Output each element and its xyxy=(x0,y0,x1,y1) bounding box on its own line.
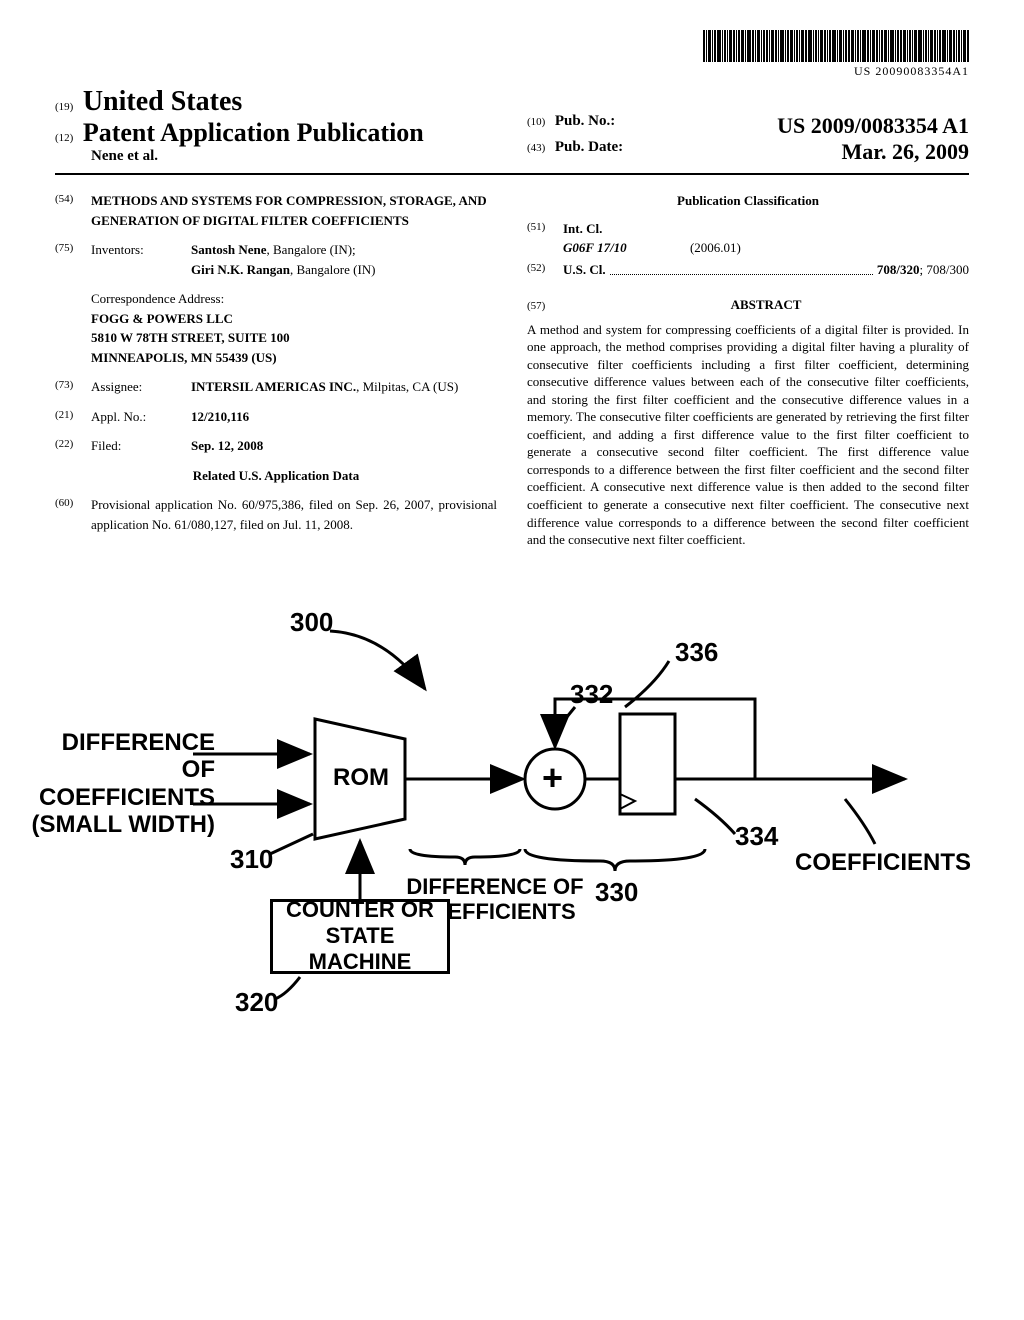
code-22: (22) xyxy=(55,436,91,456)
invention-title: METHODS AND SYSTEMS FOR COMPRESSION, STO… xyxy=(91,191,497,230)
label-rom: ROM xyxy=(333,764,389,792)
code-19: (19) xyxy=(55,101,73,113)
authors: Nene et al. xyxy=(91,148,497,165)
bibliographic-data: (54) METHODS AND SYSTEMS FOR COMPRESSION… xyxy=(55,191,969,549)
adder-plus: + xyxy=(542,757,563,799)
provisional-text: Provisional application No. 60/975,386, … xyxy=(91,495,497,534)
pub-date-label: Pub. Date: xyxy=(555,139,623,155)
ref-320: 320 xyxy=(235,987,278,1018)
inventors-label: Inventors: xyxy=(91,240,191,279)
applno-label: Appl. No.: xyxy=(91,407,191,427)
code-73: (73) xyxy=(55,377,91,397)
ref-330: 330 xyxy=(595,877,638,908)
barcode-region: US 20090083354A1 xyxy=(55,30,969,80)
inventor-1-loc: , Bangalore (IN); xyxy=(267,242,356,257)
code-57: (57) xyxy=(527,298,563,315)
barcode-number: US 20090083354A1 xyxy=(703,64,969,79)
ref-336: 336 xyxy=(675,637,718,668)
country-name: United States xyxy=(83,86,242,117)
correspondence-name: FOGG & POWERS LLC xyxy=(91,309,497,329)
pub-class-header: Publication Classification xyxy=(527,191,969,211)
code-52: (52) xyxy=(527,260,563,280)
intcl-label: Int. Cl. xyxy=(563,221,602,236)
abstract-text: A method and system for compressing coef… xyxy=(527,321,969,549)
ref-300: 300 xyxy=(290,607,333,638)
correspondence-address: Correspondence Address: FOGG & POWERS LL… xyxy=(91,289,497,367)
code-51: (51) xyxy=(527,219,563,258)
publication-type: Patent Application Publication xyxy=(83,118,424,147)
ref-334: 334 xyxy=(735,821,778,852)
applno-value: 12/210,116 xyxy=(191,407,497,427)
correspondence-city: MINNEAPOLIS, MN 55439 (US) xyxy=(91,348,497,368)
filed-label: Filed: xyxy=(91,436,191,456)
intcl-class: G06F 17/10 xyxy=(563,240,627,255)
label-difference-input: DIFFERENCE OF COEFFICIENTS (SMALL WIDTH) xyxy=(25,729,215,839)
inventor-2-name: Giri N.K. Rangan xyxy=(191,262,290,277)
pub-no-value: US 2009/0083354 A1 xyxy=(777,113,969,139)
abstract-header: ABSTRACT xyxy=(563,295,969,315)
document-header: (19) United States (12) Patent Applicati… xyxy=(55,86,969,175)
uscl-label: U.S. Cl. xyxy=(563,260,606,280)
assignee-loc: , Milpitas, CA (US) xyxy=(356,379,458,394)
correspondence-label: Correspondence Address: xyxy=(91,289,497,309)
code-60: (60) xyxy=(55,495,91,534)
correspondence-street: 5810 W 78TH STREET, SUITE 100 xyxy=(91,328,497,348)
left-column: (54) METHODS AND SYSTEMS FOR COMPRESSION… xyxy=(55,191,497,549)
uscl-value2: ; 708/300 xyxy=(920,260,969,280)
intcl-date: (2006.01) xyxy=(690,240,741,255)
right-column: Publication Classification (51) Int. Cl.… xyxy=(527,191,969,549)
code-10: (10) xyxy=(527,116,545,128)
filed-value: Sep. 12, 2008 xyxy=(191,436,497,456)
inventor-1-name: Santosh Nene xyxy=(191,242,267,257)
barcode: US 20090083354A1 xyxy=(703,30,969,79)
ref-310: 310 xyxy=(230,844,273,875)
uscl-row: U.S. Cl. 708/320; 708/300 xyxy=(563,260,969,280)
assignee-value: INTERSIL AMERICAS INC., Milpitas, CA (US… xyxy=(191,377,497,397)
figure-diagram: 300 336 332 334 330 310 320 DIFFERENCE O… xyxy=(55,599,969,1069)
code-21: (21) xyxy=(55,407,91,427)
counter-box: COUNTER OR STATE MACHINE xyxy=(270,899,450,974)
uscl-value: 708/320 xyxy=(877,260,920,280)
code-12: (12) xyxy=(55,132,73,144)
code-54: (54) xyxy=(55,191,91,230)
assignee-label: Assignee: xyxy=(91,377,191,397)
dot-leader xyxy=(610,274,873,275)
related-data-header: Related U.S. Application Data xyxy=(55,466,497,486)
assignee-name: INTERSIL AMERICAS INC. xyxy=(191,379,356,394)
inventors-list: Santosh Nene, Bangalore (IN); Giri N.K. … xyxy=(191,240,497,279)
code-75: (75) xyxy=(55,240,91,279)
pub-no-label: Pub. No.: xyxy=(555,113,615,129)
ref-332: 332 xyxy=(570,679,613,710)
pub-date-value: Mar. 26, 2009 xyxy=(841,139,969,165)
barcode-bars xyxy=(703,30,969,62)
code-43: (43) xyxy=(527,142,545,154)
inventor-2-loc: , Bangalore (IN) xyxy=(290,262,376,277)
label-coefficients: COEFFICIENTS xyxy=(795,849,971,877)
